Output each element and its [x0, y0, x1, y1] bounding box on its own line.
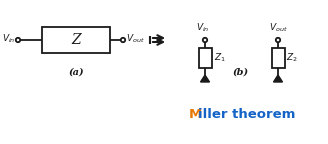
Text: iller theorem: iller theorem — [197, 108, 295, 121]
Text: $V_{out}$: $V_{out}$ — [269, 22, 287, 34]
Circle shape — [121, 38, 125, 42]
Circle shape — [203, 38, 207, 42]
Text: $V_{in}$: $V_{in}$ — [196, 22, 210, 34]
Polygon shape — [274, 75, 282, 82]
Text: $V_{in}$: $V_{in}$ — [2, 33, 15, 45]
Bar — [198, 48, 212, 68]
Text: (a): (a) — [68, 68, 84, 76]
Text: Z: Z — [71, 33, 81, 47]
Polygon shape — [200, 75, 210, 82]
Circle shape — [276, 38, 280, 42]
Text: $Z_1$: $Z_1$ — [214, 52, 225, 64]
Bar — [42, 27, 110, 53]
Circle shape — [16, 38, 20, 42]
Text: $Z_2$: $Z_2$ — [286, 52, 298, 64]
Text: M: M — [189, 108, 202, 121]
Text: (b): (b) — [232, 68, 248, 76]
Text: $V_{out}$: $V_{out}$ — [126, 33, 145, 45]
Bar — [272, 48, 284, 68]
